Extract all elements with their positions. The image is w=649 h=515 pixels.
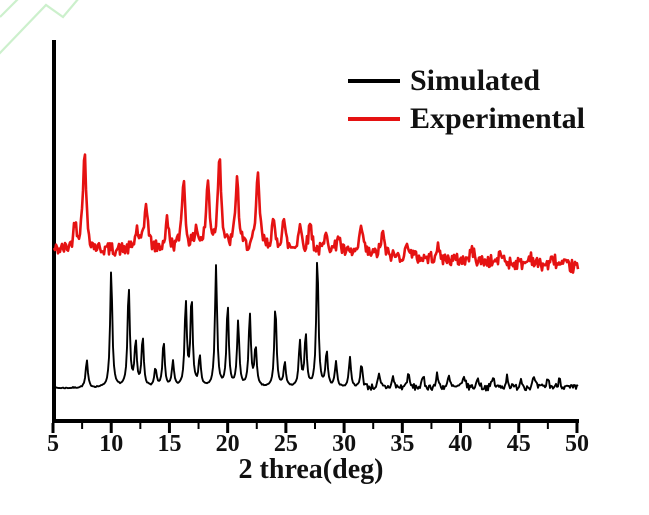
legend-item-simulated: Simulated — [348, 62, 585, 100]
legend-label-experimental: Experimental — [410, 102, 585, 135]
simulated-trace — [54, 261, 579, 392]
x-axis-title: 2 threa(deg) — [238, 454, 384, 485]
legend: Simulated Experimental — [348, 62, 585, 138]
axes — [51, 40, 579, 433]
zigzag-watermark-icon — [0, 0, 79, 55]
experimental-line-swatch — [348, 117, 400, 121]
experimental-trace — [52, 153, 580, 274]
traces — [52, 153, 580, 392]
legend-label-simulated: Simulated — [410, 64, 541, 97]
simulated-line-swatch — [348, 79, 400, 83]
legend-item-experimental: Experimental — [348, 100, 585, 138]
